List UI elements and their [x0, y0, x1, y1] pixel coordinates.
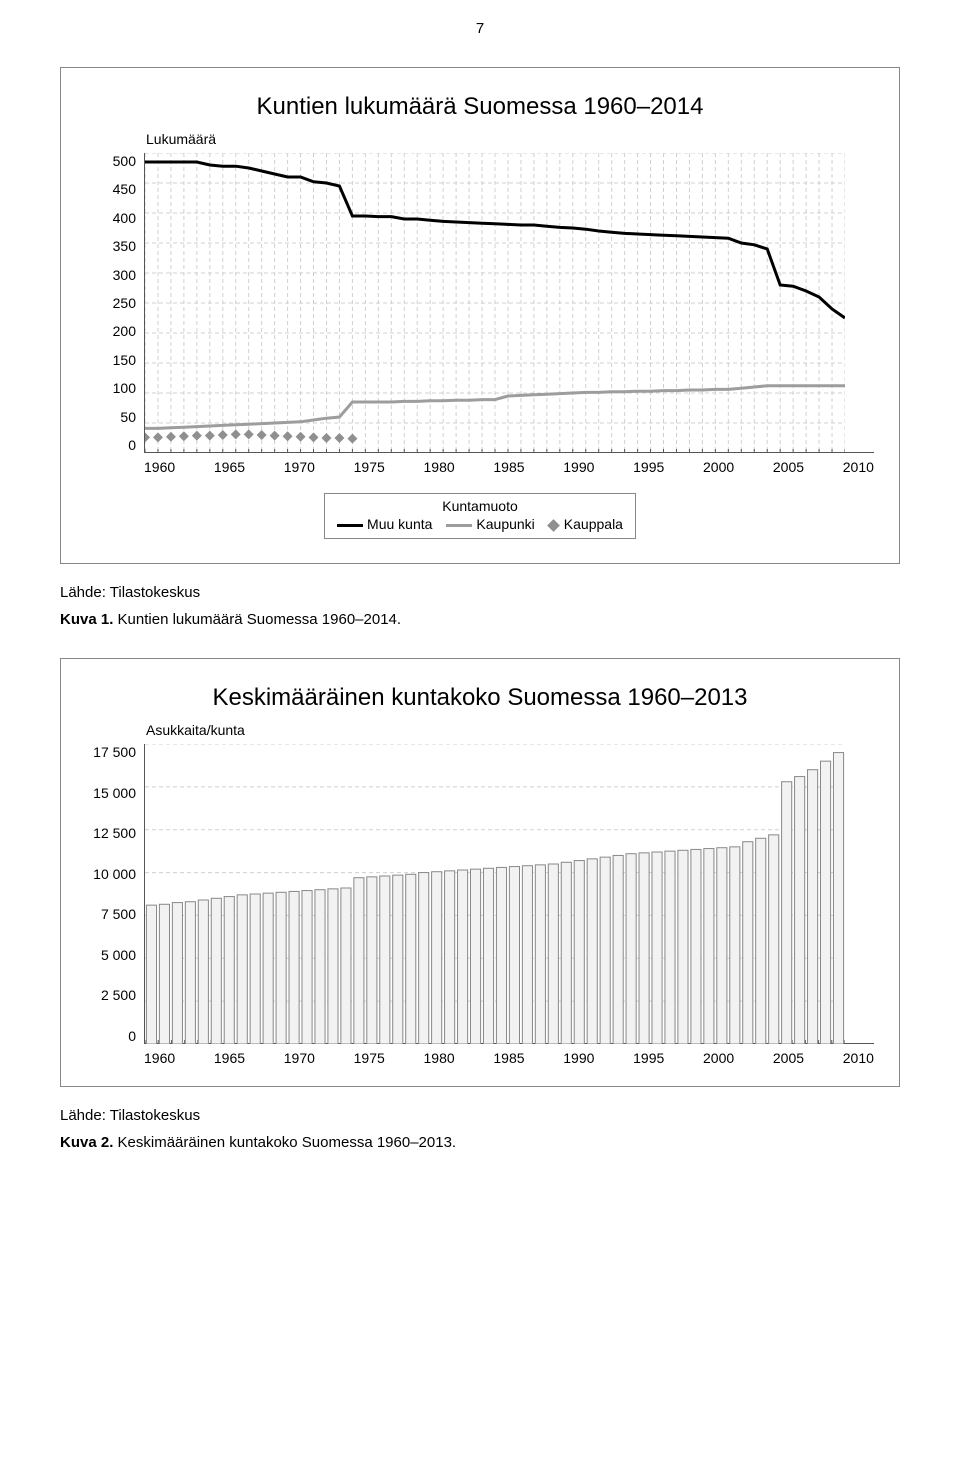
chart-1-source: Lähde: Tilastokeskus: [60, 584, 900, 601]
chart-2-x-axis: 1960 1965 1970 1975 1980 1985 1990 1995 2000 2005…: [144, 1050, 874, 1066]
y-tick-label: 450: [113, 181, 136, 197]
x-tick-label: 1995: [633, 459, 664, 475]
caption-label: Kuva 2.: [60, 1134, 113, 1151]
x-tick-label: 2010: [843, 1050, 874, 1066]
caption-label: Kuva 1.: [60, 611, 113, 628]
x-tick-label: 2000: [703, 1050, 734, 1066]
chart-2-title: Keskimääräinen kuntakoko Suomessa 1960–2…: [86, 684, 874, 712]
x-tick-label: 1960: [144, 1050, 175, 1066]
x-tick-label: 2005: [773, 459, 804, 475]
chart-1-legend: Kuntamuoto Muu kunta Kaupunki Kauppala: [324, 493, 636, 539]
y-tick-label: 200: [113, 323, 136, 339]
legend-title: Kuntamuoto: [337, 498, 623, 514]
chart-1-x-axis: 1960 1965 1970 1975 1980 1985 1990 1995 2000 2005…: [144, 459, 874, 475]
x-tick-label: 1990: [563, 1050, 594, 1066]
chart-2-source: Lähde: Tilastokeskus: [60, 1107, 900, 1124]
y-tick-label: 400: [113, 210, 136, 226]
x-tick-label: 2000: [703, 459, 734, 475]
y-tick-label: 0: [128, 437, 136, 453]
chart-2-caption: Kuva 2. Keskimääräinen kuntakoko Suomess…: [60, 1134, 900, 1151]
y-tick-label: 10 000: [93, 866, 136, 882]
legend-item: Kauppala: [549, 516, 623, 532]
chart-1-y-axis: 500450400350300250200150100500: [86, 153, 144, 453]
chart-1-ylabel: Lukumäärä: [146, 131, 874, 147]
x-tick-label: 1970: [284, 1050, 315, 1066]
y-tick-label: 50: [120, 409, 136, 425]
chart-2-box: Keskimääräinen kuntakoko Suomessa 1960–2…: [60, 658, 900, 1087]
x-tick-label: 1975: [354, 459, 385, 475]
y-tick-label: 7 500: [101, 906, 136, 922]
chart-2-y-axis: 17 500 15 000 12 500 10 000 7 500 5 000 2 500 0: [86, 744, 144, 1044]
page-container: 7 Kuntien lukumäärä Suomessa 1960–2014 L…: [0, 0, 960, 1201]
chart-1-box: Kuntien lukumäärä Suomessa 1960–2014 Luk…: [60, 67, 900, 564]
legend-item: Kaupunki: [446, 516, 534, 532]
y-tick-label: 100: [113, 380, 136, 396]
chart-2-plot-wrap: 17 500 15 000 12 500 10 000 7 500 5 000 2 500 0: [86, 744, 874, 1044]
chart-1-title: Kuntien lukumäärä Suomessa 1960–2014: [86, 93, 874, 121]
chart-1-plot: [144, 153, 874, 453]
y-tick-label: 5 000: [101, 947, 136, 963]
x-tick-label: 1990: [563, 459, 594, 475]
x-tick-label: 1985: [493, 1050, 524, 1066]
caption-text: Kuntien lukumäärä Suomessa 1960–2014.: [118, 611, 402, 628]
caption-text: Keskimääräinen kuntakoko Suomessa 1960–2…: [118, 1134, 457, 1151]
x-tick-label: 1980: [424, 1050, 455, 1066]
y-tick-label: 15 000: [93, 785, 136, 801]
y-tick-label: 0: [128, 1028, 136, 1044]
legend-item: Muu kunta: [337, 516, 432, 532]
x-tick-label: 1985: [493, 459, 524, 475]
chart-1-plot-wrap: 500450400350300250200150100500: [86, 153, 874, 453]
y-tick-label: 150: [113, 352, 136, 368]
x-tick-label: 1965: [214, 459, 245, 475]
x-tick-label: 2005: [773, 1050, 804, 1066]
page-number: 7: [60, 20, 900, 37]
x-tick-label: 1970: [284, 459, 315, 475]
x-tick-label: 2010: [843, 459, 874, 475]
y-tick-label: 17 500: [93, 744, 136, 760]
x-tick-label: 1995: [633, 1050, 664, 1066]
x-tick-label: 1980: [424, 459, 455, 475]
y-tick-label: 12 500: [93, 825, 136, 841]
chart-2-plot: [144, 744, 874, 1044]
chart-1-caption: Kuva 1. Kuntien lukumäärä Suomessa 1960–…: [60, 611, 900, 628]
x-tick-label: 1965: [214, 1050, 245, 1066]
x-tick-label: 1960: [144, 459, 175, 475]
y-tick-label: 250: [113, 295, 136, 311]
y-tick-label: 300: [113, 267, 136, 283]
y-tick-label: 350: [113, 238, 136, 254]
chart-2-ylabel: Asukkaita/kunta: [146, 722, 874, 738]
x-tick-label: 1975: [354, 1050, 385, 1066]
y-tick-label: 500: [113, 153, 136, 169]
y-tick-label: 2 500: [101, 987, 136, 1003]
legend-items: Muu kunta Kaupunki Kauppala: [337, 516, 623, 532]
